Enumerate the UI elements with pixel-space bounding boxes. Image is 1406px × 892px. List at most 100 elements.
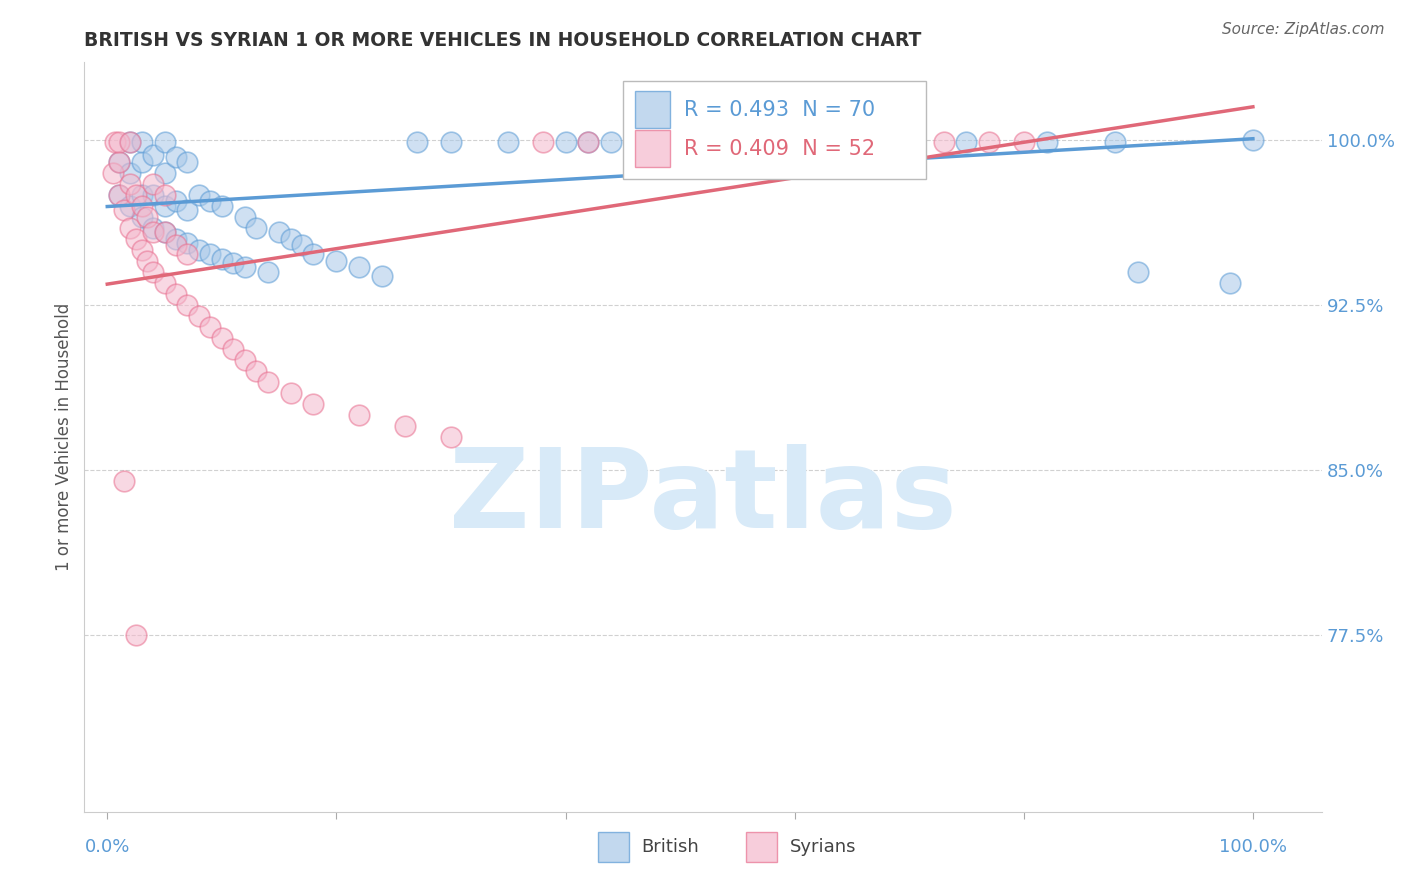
- Point: [703, 135, 725, 149]
- Point: [394, 419, 416, 434]
- Text: ZIPatlas: ZIPatlas: [449, 443, 957, 550]
- Point: [783, 135, 806, 149]
- Point: [955, 135, 977, 149]
- Point: [578, 135, 600, 149]
- Point: [634, 135, 657, 149]
- Text: BRITISH VS SYRIAN 1 OR MORE VEHICLES IN HOUSEHOLD CORRELATION CHART: BRITISH VS SYRIAN 1 OR MORE VEHICLES IN …: [84, 30, 922, 50]
- Point: [125, 628, 148, 642]
- Point: [245, 364, 267, 378]
- Point: [165, 286, 187, 301]
- Point: [681, 135, 703, 149]
- Point: [898, 135, 921, 149]
- Point: [233, 260, 256, 275]
- Point: [531, 135, 554, 149]
- Point: [114, 474, 136, 488]
- Point: [176, 203, 198, 218]
- Point: [291, 238, 314, 252]
- Point: [302, 397, 325, 411]
- Point: [1219, 276, 1241, 290]
- Point: [200, 319, 222, 334]
- Point: [669, 135, 692, 149]
- Point: [120, 220, 142, 235]
- Point: [176, 154, 198, 169]
- Text: 100.0%: 100.0%: [1219, 838, 1286, 856]
- Point: [107, 135, 129, 149]
- Point: [153, 166, 176, 180]
- Point: [222, 342, 245, 356]
- Point: [187, 309, 209, 323]
- Point: [302, 247, 325, 261]
- Point: [496, 135, 519, 149]
- Point: [623, 135, 645, 149]
- Point: [725, 135, 748, 149]
- Bar: [636, 130, 669, 168]
- Point: [211, 199, 233, 213]
- Point: [187, 187, 209, 202]
- Point: [1035, 135, 1057, 149]
- Bar: [636, 91, 669, 128]
- Point: [120, 166, 142, 180]
- Point: [692, 135, 714, 149]
- Text: R = 0.409  N = 52: R = 0.409 N = 52: [685, 138, 876, 159]
- Point: [120, 199, 142, 213]
- Point: [153, 199, 176, 213]
- Point: [107, 187, 129, 202]
- Point: [131, 187, 153, 202]
- Point: [749, 135, 772, 149]
- Point: [125, 232, 148, 246]
- Point: [256, 265, 278, 279]
- Point: [107, 154, 129, 169]
- Point: [142, 225, 165, 239]
- Text: R = 0.493  N = 70: R = 0.493 N = 70: [685, 100, 876, 120]
- Point: [142, 177, 165, 191]
- Text: British: British: [641, 838, 699, 856]
- Point: [104, 135, 127, 149]
- Point: [898, 135, 921, 149]
- Point: [153, 135, 176, 149]
- Point: [120, 177, 142, 191]
- Point: [280, 232, 302, 246]
- Point: [280, 386, 302, 401]
- Point: [233, 353, 256, 368]
- Point: [142, 187, 165, 202]
- Text: Source: ZipAtlas.com: Source: ZipAtlas.com: [1222, 22, 1385, 37]
- Point: [107, 154, 129, 169]
- Point: [222, 256, 245, 270]
- Point: [101, 166, 124, 180]
- Point: [142, 265, 165, 279]
- Point: [600, 135, 623, 149]
- Point: [131, 154, 153, 169]
- Text: Syrians: Syrians: [790, 838, 856, 856]
- Point: [761, 135, 783, 149]
- Point: [349, 408, 371, 422]
- Point: [1128, 265, 1150, 279]
- Point: [349, 260, 371, 275]
- Point: [114, 203, 136, 218]
- Point: [738, 135, 761, 149]
- Point: [131, 210, 153, 224]
- Point: [211, 252, 233, 266]
- Point: [200, 194, 222, 209]
- Point: [120, 135, 142, 149]
- Text: 0.0%: 0.0%: [84, 838, 129, 856]
- Point: [211, 331, 233, 345]
- Point: [165, 238, 187, 252]
- Point: [863, 135, 886, 149]
- Point: [738, 135, 761, 149]
- Point: [645, 135, 668, 149]
- Y-axis label: 1 or more Vehicles in Household: 1 or more Vehicles in Household: [55, 303, 73, 571]
- Point: [153, 225, 176, 239]
- Point: [187, 243, 209, 257]
- Bar: [598, 832, 628, 862]
- Point: [440, 430, 463, 444]
- Point: [153, 187, 176, 202]
- Point: [125, 187, 148, 202]
- Point: [1012, 135, 1035, 149]
- Point: [165, 150, 187, 164]
- Point: [1104, 135, 1126, 149]
- Point: [153, 225, 176, 239]
- FancyBboxPatch shape: [623, 81, 925, 178]
- Point: [200, 247, 222, 261]
- Point: [806, 135, 828, 149]
- Bar: [747, 832, 778, 862]
